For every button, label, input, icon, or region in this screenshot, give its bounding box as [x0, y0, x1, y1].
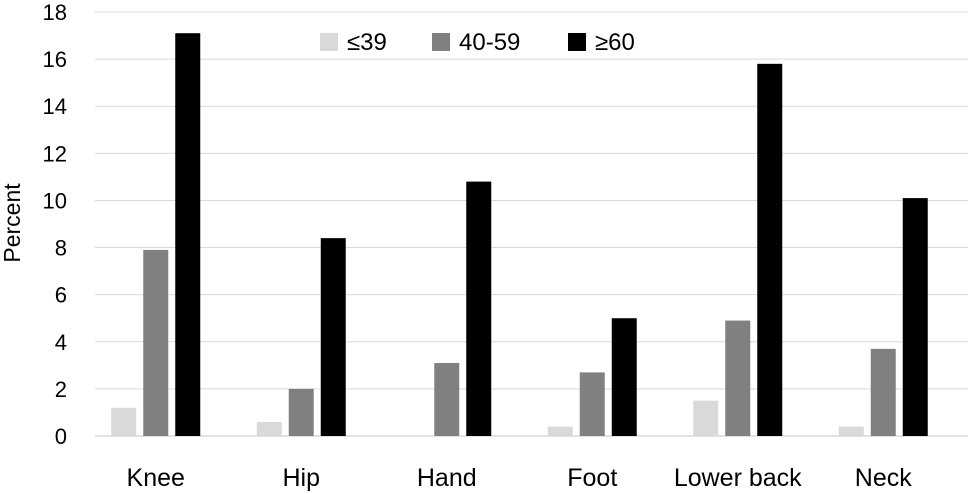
x-category-label: Knee [127, 464, 185, 492]
x-axis-category-labels: Knee Hip Hand Foot Lower back Neck [127, 464, 913, 492]
bar-lower-back-series-2 [757, 63, 783, 436]
y-tick-label: 8 [55, 236, 67, 261]
gridlines [95, 11, 968, 437]
y-tick-label: 2 [55, 377, 67, 402]
legend-label: ≥60 [595, 29, 635, 56]
legend-swatch [568, 33, 586, 51]
legend-label: 40-59 [459, 29, 520, 56]
bar-neck-series-1 [870, 348, 896, 436]
y-tick-label: 12 [43, 141, 67, 166]
bar-hip-series-0 [256, 421, 282, 436]
bar-foot-series-1 [579, 372, 605, 436]
legend-swatch [320, 33, 338, 51]
x-category-label: Hand [417, 464, 477, 492]
y-tick-label: 18 [43, 0, 67, 25]
bars [111, 33, 928, 436]
bar-knee-series-1 [143, 249, 169, 436]
bar-neck-series-2 [902, 198, 928, 436]
x-category-label: Foot [567, 464, 617, 492]
y-tick-label: 16 [43, 47, 67, 72]
y-tick-label: 14 [43, 94, 67, 119]
bar-knee-series-0 [111, 407, 137, 436]
bar-neck-series-0 [838, 426, 864, 436]
bar-knee-series-2 [175, 33, 201, 436]
x-category-label: Hip [282, 464, 320, 492]
legend-swatch [432, 33, 450, 51]
bar-foot-series-0 [547, 426, 573, 436]
bar-foot-series-2 [611, 318, 637, 436]
x-category-label: Neck [855, 464, 912, 492]
legend-label: ≤39 [347, 29, 387, 56]
bar-hand-series-2 [466, 181, 492, 436]
y-tick-label: 0 [55, 424, 67, 449]
bar-hip-series-1 [288, 388, 314, 436]
y-tick-label: 6 [55, 283, 67, 308]
bar-lower-back-series-1 [725, 320, 751, 436]
x-category-label: Lower back [674, 464, 802, 492]
legend: ≤39 40-59 ≥60 [320, 29, 635, 56]
bar-lower-back-series-0 [693, 400, 719, 436]
bar-hip-series-2 [320, 238, 346, 436]
y-tick-label: 10 [43, 188, 67, 213]
bar-hand-series-1 [434, 362, 460, 436]
y-tick-label: 4 [55, 330, 67, 355]
y-axis-title: Percent [0, 183, 25, 263]
y-axis-ticks: 0 2 4 6 8 10 12 14 16 18 [43, 0, 67, 449]
